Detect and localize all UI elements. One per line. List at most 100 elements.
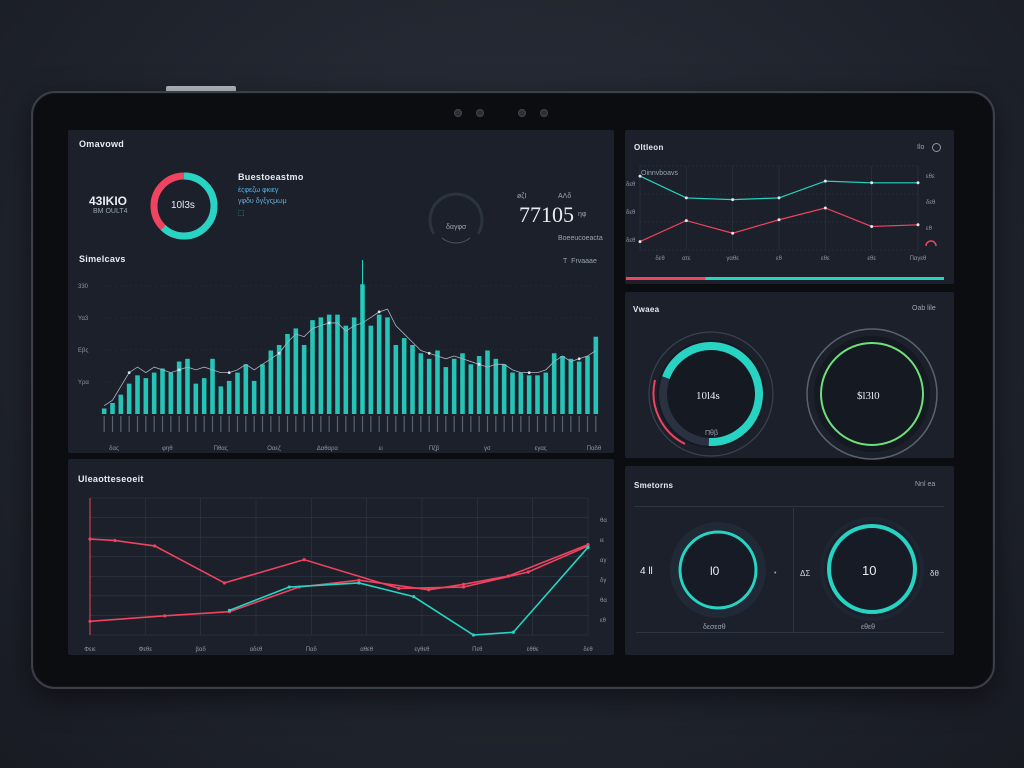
bar: [218, 386, 224, 414]
bar-trend-point: [427, 351, 431, 355]
tablet-power-button: [166, 86, 236, 92]
trend-x-tick: γαθε: [726, 256, 739, 262]
bar: [468, 364, 474, 414]
line-point: [586, 545, 590, 549]
bar: [168, 372, 174, 414]
line-series: [89, 543, 589, 623]
bar: [401, 338, 407, 414]
trend-point: [823, 206, 827, 210]
gauge-1-sub: Πθβ: [705, 430, 718, 437]
line-point: [511, 630, 515, 634]
line-y-tick: θα: [600, 598, 607, 604]
gauge-1: [648, 331, 774, 457]
bar: [335, 314, 340, 414]
line-point: [397, 586, 401, 591]
bar: [193, 383, 199, 414]
camera-dot: [540, 109, 548, 117]
line-x-tick: εγθεθ: [414, 647, 430, 653]
bar: [318, 317, 324, 414]
line-point: [222, 581, 227, 585]
bar: [535, 375, 540, 414]
trend-right-tick: δεθ: [926, 200, 936, 206]
small-gauge-2-halo: [820, 517, 924, 621]
bar: [235, 372, 240, 414]
trend-y-tick: δεθ: [626, 238, 636, 244]
bar: [185, 358, 190, 414]
bar-x-tick: Δαθαρα: [317, 446, 339, 452]
section-right: Τ Frvaaae: [563, 258, 597, 265]
bar-y-tick: Υα3: [78, 316, 89, 322]
trend-mini-icon: [925, 240, 937, 247]
trend-point: [684, 219, 688, 223]
bar-x-tick: εγας: [535, 446, 547, 452]
bar: [251, 380, 257, 414]
trend-point: [638, 240, 642, 244]
line-point: [88, 619, 92, 623]
bar: [326, 314, 332, 414]
bar: [368, 325, 374, 414]
small-gauge-2-sub: εθεθ: [861, 624, 876, 631]
line-x-tick: Φειε: [84, 647, 96, 653]
trend-point: [823, 179, 827, 183]
bar: [543, 372, 549, 414]
trend-panel: [625, 130, 954, 284]
bar: [410, 345, 415, 414]
bar: [576, 361, 582, 414]
line-y-tick: εθ: [600, 618, 607, 624]
bar: [176, 361, 182, 414]
bar-x-tick: γσ: [484, 446, 491, 452]
line-point: [471, 633, 476, 637]
small-gauge-1: [670, 522, 766, 618]
trend-point: [777, 218, 781, 222]
trend-y-tick: δεθ: [626, 210, 636, 216]
bar: [476, 356, 482, 414]
center-line-1: έςφεζω φκιεγ: [238, 187, 279, 194]
trend-x-tick: εθε: [867, 256, 876, 262]
trend-x-tick: ατε: [682, 256, 691, 262]
gauge-2-face: [814, 336, 930, 452]
bar-x-tick: Πθας: [214, 446, 228, 452]
trend-point: [916, 223, 920, 227]
gauge-2: [806, 328, 938, 460]
donut-value-arc: [150, 172, 218, 240]
line-point: [461, 582, 466, 586]
gauge-1-arc: [659, 342, 763, 446]
bar: [451, 358, 457, 414]
line-x-tick: αθεθ: [360, 647, 373, 653]
bar-y-tick: 330: [78, 284, 89, 290]
trend-x-tick: Παγεθ: [910, 256, 927, 262]
bar: [593, 336, 599, 414]
line-point: [302, 558, 306, 562]
bar: [501, 364, 507, 414]
trend-settings-icon[interactable]: [932, 143, 941, 152]
bar: [310, 320, 315, 414]
bar: [551, 353, 557, 414]
bar: [418, 353, 424, 414]
line-x-tick: Πεθ: [472, 647, 483, 653]
small-gauge-2: [820, 517, 924, 621]
trend-point: [870, 224, 874, 228]
bar: [376, 314, 382, 414]
trend-right-tick: εθ: [926, 226, 933, 232]
gauges-title: Vwaea: [633, 305, 660, 314]
center-title: Buestoeastmo: [238, 172, 304, 182]
gauge-2-value: $l3l0: [857, 390, 880, 402]
bar: [143, 378, 149, 414]
stat-value: 77105: [519, 202, 574, 227]
line-y-tick: ιε: [600, 538, 604, 544]
small-gauge-1-shadow: [670, 522, 766, 618]
trend-right-tick: εθε: [926, 174, 935, 180]
bar: [301, 345, 307, 414]
bar-trend-point: [277, 351, 281, 355]
trend-x-tick: εθε: [821, 256, 830, 262]
stat-unit: ηφ: [578, 211, 587, 218]
line-point: [506, 574, 510, 578]
small-gauges-vdivider: [793, 508, 794, 633]
overview-title: Omavowd: [79, 139, 125, 149]
line-x-tick: εθθε: [527, 647, 539, 653]
trend-point: [638, 174, 642, 178]
bar: [110, 402, 115, 414]
small-left-label: 4 ll: [640, 566, 653, 577]
bar-x-tick: φηθ: [162, 446, 173, 452]
overview-donut: [150, 172, 218, 240]
